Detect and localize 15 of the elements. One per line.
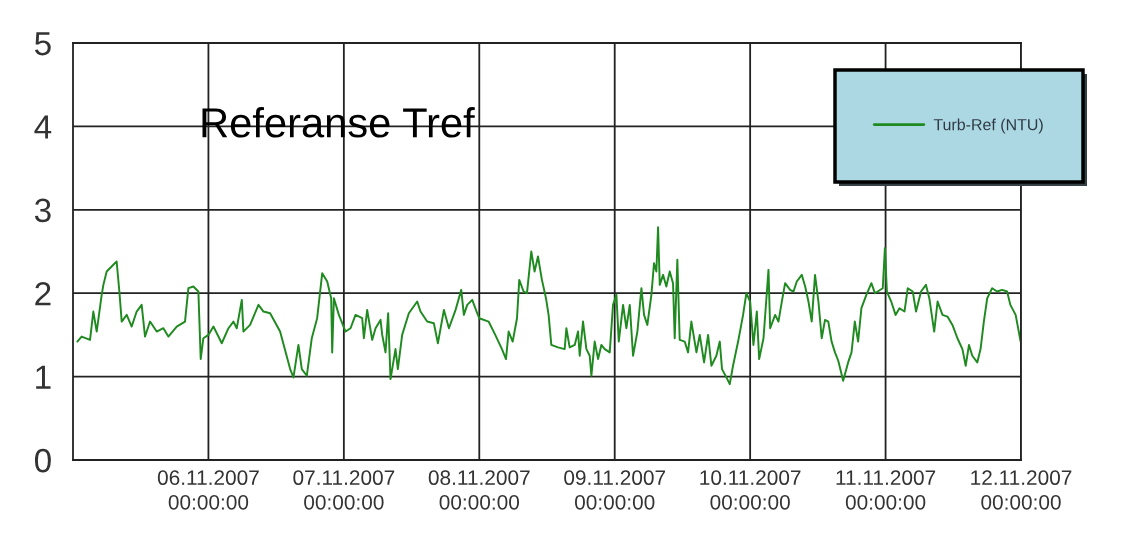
x-tick-label: 11.11.2007 00:00:00 (836, 470, 936, 510)
y-tick-label: 0 (34, 448, 51, 473)
x-tick-label: 08.11.2007 00:00:00 (428, 470, 530, 510)
x-tick-label: 09.11.2007 00:00:00 (564, 470, 666, 510)
x-tick-label: 10.11.2007 00:00:00 (700, 470, 801, 510)
y-tick-label: 5 (34, 32, 51, 56)
legend-label: Turb-Ref (NTU) (933, 118, 1043, 134)
x-tick-label: 07.11.2007 00:00:00 (293, 470, 395, 510)
y-tick-label: 1 (36, 365, 51, 389)
y-tick-label: 4 (34, 115, 52, 139)
y-tick-label: 2 (35, 282, 51, 306)
x-tick-label: 06.11.2007 00:00:00 (157, 470, 259, 510)
line-series (76, 226, 1021, 386)
x-tick-label: 12.11.2007 00:00:00 (971, 470, 1072, 510)
y-tick-label: 3 (34, 198, 51, 223)
